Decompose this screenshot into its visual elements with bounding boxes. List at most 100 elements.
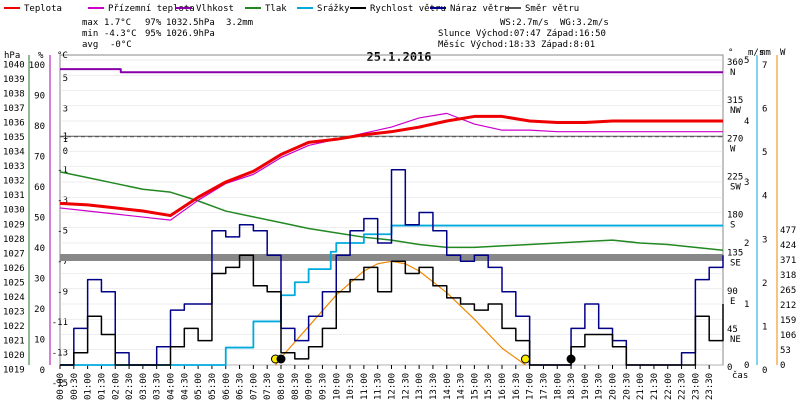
ms-tick: 4	[744, 117, 749, 127]
x-tick-label: 02:00	[111, 373, 121, 400]
w-tick: 159	[780, 316, 796, 326]
w-tick: 318	[780, 271, 796, 281]
pct-tick: 20	[34, 305, 45, 315]
x-tick-label: 22:00	[664, 373, 674, 400]
stat-max-temp: 1.7°C	[104, 18, 131, 28]
legend-label: Náraz větru	[450, 4, 510, 14]
pct-tick: 40	[34, 244, 45, 254]
x-tick-label: 17:00	[526, 373, 536, 400]
hpa-tick: 1040	[3, 61, 25, 71]
dir-tick: NW	[730, 106, 741, 116]
pct-axis-label: %	[38, 51, 44, 61]
hpa-tick: 1028	[3, 235, 25, 245]
dir-tick: W	[730, 144, 736, 154]
mm-tick: 3	[762, 235, 767, 245]
pct-tick: 10	[34, 336, 45, 346]
x-tick-label: 14:00	[443, 373, 453, 400]
mm-tick: 7	[762, 61, 767, 71]
series-rychlost-v-tru	[60, 254, 724, 366]
stat-avg-temp: -0°C	[110, 40, 132, 50]
hpa-tick: 1034	[3, 148, 25, 158]
x-tick-label: 09:30	[318, 373, 328, 400]
x-tick-label: 03:30	[153, 373, 163, 400]
hpa-tick: 1031	[3, 191, 25, 201]
x-tick-label: 17:30	[539, 373, 549, 400]
series-p-zemn-teplota	[59, 112, 723, 221]
ms-tick: 0	[744, 361, 749, 371]
w-tick: 424	[780, 241, 796, 251]
hpa-tick: 1039	[3, 75, 25, 85]
dir-tick: 90	[727, 287, 738, 297]
dir-tick: S	[730, 221, 735, 231]
stat-label: min	[82, 29, 98, 39]
x-tick-label: 15:30	[484, 373, 494, 400]
c-tick: -13	[52, 349, 68, 359]
hpa-tick: 1033	[3, 162, 25, 172]
stat-ws: WS:2.7m/s	[500, 18, 549, 28]
cloud-bar	[60, 254, 723, 261]
x-tick-label: 23:00	[691, 373, 701, 400]
w-axis-label: W	[780, 48, 786, 58]
hpa-tick: 1023	[3, 307, 25, 317]
x-tick-label: 16:00	[498, 373, 508, 400]
stat-min-hum: 95%	[145, 29, 162, 39]
dir-tick: SE	[730, 259, 741, 269]
mm-tick: 4	[762, 192, 767, 202]
hpa-tick: 1020	[3, 351, 25, 361]
x-tick-label: 07:30	[263, 373, 273, 400]
pct-tick: 70	[34, 153, 45, 163]
x-tick-label: 11:00	[360, 373, 370, 400]
x-tick-label: 15:00	[470, 373, 480, 400]
c-tick: -3	[57, 196, 68, 206]
ms-axis-label: m/s	[748, 48, 764, 58]
x-tick-label: 11:30	[374, 373, 384, 400]
x-tick-label: 08:30	[291, 373, 301, 400]
sun-set-marker	[520, 354, 530, 364]
x-tick-label: 12:00	[388, 373, 398, 400]
x-tick-label: 08:00	[277, 373, 287, 400]
c-axis-label: °C	[57, 51, 68, 61]
series-n-raz-v-tru	[60, 169, 724, 366]
x-tick-label: 18:30	[567, 373, 577, 400]
c-tick: -5	[57, 227, 68, 237]
w-tick: 212	[780, 301, 796, 311]
dir-tick: N	[730, 68, 735, 78]
chart-title: 25.1.2016	[366, 50, 431, 64]
ms-tick: 2	[744, 239, 749, 249]
x-tick-label: 05:30	[208, 373, 218, 400]
series-sr-ky	[60, 224, 723, 366]
dir-tick: 45	[727, 325, 738, 335]
mm-tick: 6	[762, 105, 767, 115]
hpa-tick: 1030	[3, 206, 25, 216]
dir-tick: 270	[727, 134, 743, 144]
hpa-axis-label: hPa	[4, 51, 20, 61]
dir-tick: 180	[727, 211, 743, 221]
ms-tick: 5	[744, 56, 749, 66]
hpa-tick: 1038	[3, 90, 25, 100]
x-tick-label: 21:30	[650, 373, 660, 400]
x-tick-label: 02:30	[125, 373, 135, 400]
mm-tick: 1	[762, 322, 767, 332]
w-tick: 265	[780, 286, 796, 296]
hpa-tick: 1024	[3, 293, 25, 303]
x-tick-label: 21:00	[636, 373, 646, 400]
x-tick-label: 19:30	[595, 373, 605, 400]
dir-tick: E	[730, 297, 735, 307]
hpa-tick: 1037	[3, 104, 25, 114]
x-tick-label: 10:30	[346, 373, 356, 400]
w-tick: 477	[780, 226, 796, 236]
w-tick: 0	[780, 361, 785, 371]
c-tick: 1	[63, 135, 68, 145]
c-tick: -11	[52, 318, 68, 328]
x-tick-label: 05:00	[194, 373, 204, 400]
pct-tick: 60	[34, 183, 45, 193]
hpa-tick: 1035	[3, 133, 25, 143]
stat-sun: Slunce Východ:07:47 Západ:16:50	[438, 29, 606, 39]
series-slune-n-z-en-	[274, 260, 526, 366]
dir-axis-label: °	[728, 48, 733, 58]
legend-label: Směr větru	[525, 4, 579, 14]
legend-label: Přízemní teplota	[108, 4, 195, 14]
x-tick-label: 09:00	[305, 373, 315, 400]
hpa-tick: 1032	[3, 177, 25, 187]
